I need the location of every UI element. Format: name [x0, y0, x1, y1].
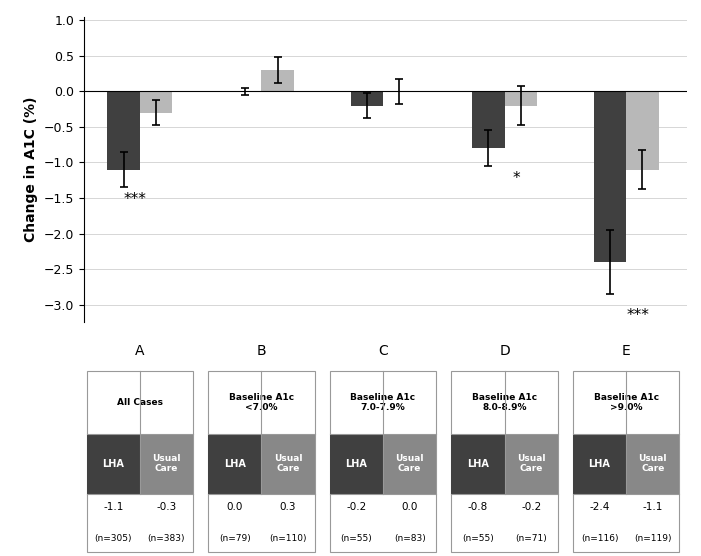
Text: 0.3: 0.3 — [280, 502, 297, 512]
Text: D: D — [499, 344, 510, 359]
Text: 0.0: 0.0 — [226, 502, 243, 512]
Text: -0.3: -0.3 — [156, 502, 177, 512]
Text: (n=55): (n=55) — [341, 534, 372, 543]
Bar — [208, 371, 315, 552]
Bar — [505, 434, 558, 494]
Bar — [451, 434, 505, 494]
Bar — [139, 434, 193, 494]
Bar — [451, 371, 558, 552]
Text: -1.1: -1.1 — [103, 502, 123, 512]
Bar — [573, 371, 679, 552]
Text: Usual
Care: Usual Care — [274, 454, 302, 473]
Bar — [626, 434, 679, 494]
Bar — [139, 91, 172, 113]
Text: (n=305): (n=305) — [95, 534, 132, 543]
Text: LHA: LHA — [589, 459, 611, 469]
Text: A: A — [135, 344, 144, 359]
Text: (n=110): (n=110) — [269, 534, 307, 543]
Bar — [472, 91, 505, 148]
Bar — [329, 434, 383, 494]
Bar — [350, 91, 383, 106]
Text: (n=79): (n=79) — [219, 534, 251, 543]
Bar — [86, 434, 139, 494]
Bar — [208, 434, 261, 494]
Text: Baseline A1c
>9.0%: Baseline A1c >9.0% — [594, 393, 659, 412]
Bar — [626, 91, 659, 170]
Text: (n=83): (n=83) — [394, 534, 426, 543]
Text: LHA: LHA — [224, 459, 246, 469]
Bar — [383, 434, 436, 494]
Text: Usual
Care: Usual Care — [517, 454, 545, 473]
Bar — [573, 434, 626, 494]
Text: -1.1: -1.1 — [643, 502, 663, 512]
Bar — [329, 371, 436, 552]
Text: (n=383): (n=383) — [148, 534, 185, 543]
Text: 0.0: 0.0 — [402, 502, 418, 512]
Text: (n=55): (n=55) — [462, 534, 494, 543]
Text: -0.2: -0.2 — [521, 502, 541, 512]
Text: Baseline A1c
8.0-8.9%: Baseline A1c 8.0-8.9% — [472, 393, 537, 412]
Text: *: * — [513, 171, 521, 186]
Text: E: E — [622, 344, 631, 359]
Bar — [261, 434, 315, 494]
Text: LHA: LHA — [467, 459, 489, 469]
Bar — [86, 371, 193, 552]
Text: (n=71): (n=71) — [515, 534, 547, 543]
Y-axis label: Change in A1C (%): Change in A1C (%) — [25, 97, 39, 242]
Text: LHA: LHA — [102, 459, 124, 469]
Bar — [594, 91, 626, 262]
Text: Usual
Care: Usual Care — [639, 454, 667, 473]
Text: -0.8: -0.8 — [468, 502, 488, 512]
Text: LHA: LHA — [346, 459, 367, 469]
Text: ***: *** — [123, 192, 147, 207]
Text: B: B — [257, 344, 266, 359]
Bar — [107, 91, 139, 170]
Bar — [505, 91, 537, 106]
Text: (n=119): (n=119) — [634, 534, 672, 543]
Text: ***: *** — [627, 308, 650, 323]
Text: Usual
Care: Usual Care — [395, 454, 424, 473]
Text: Baseline A1c
7.0-7.9%: Baseline A1c 7.0-7.9% — [350, 393, 416, 412]
Text: C: C — [378, 344, 388, 359]
Text: Baseline A1c
<7.0%: Baseline A1c <7.0% — [229, 393, 294, 412]
Text: -2.4: -2.4 — [590, 502, 610, 512]
Text: All Cases: All Cases — [117, 398, 163, 407]
Text: -0.2: -0.2 — [346, 502, 367, 512]
Bar — [261, 70, 294, 91]
Text: Usual
Care: Usual Care — [152, 454, 181, 473]
Text: (n=116): (n=116) — [581, 534, 618, 543]
